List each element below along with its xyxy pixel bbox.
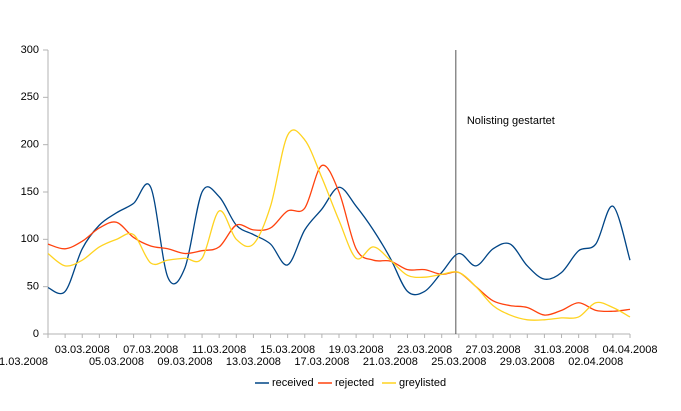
y-tick-label: 100 <box>21 233 39 245</box>
x-tick-label: 05.03.2008 <box>89 356 144 368</box>
x-tick-label: 01.03.2008 <box>0 356 48 368</box>
x-tick-label: 09.03.2008 <box>157 356 212 368</box>
x-tick-label: 04.04.2008 <box>602 344 657 356</box>
x-tick-label: 03.03.2008 <box>55 344 110 356</box>
x-tick-label: 21.03.2008 <box>363 356 418 368</box>
y-tick-label: 150 <box>21 186 39 198</box>
x-tick-label: 17.03.2008 <box>294 356 349 368</box>
annotation: Nolisting gestartet <box>467 115 555 127</box>
x-tick-label: 19.03.2008 <box>329 344 384 356</box>
x-tick-label: 25.03.2008 <box>431 356 486 368</box>
x-tick-label: 23.03.2008 <box>397 344 452 356</box>
y-tick-label: 250 <box>21 91 39 103</box>
legend-label: rejected <box>335 377 374 389</box>
x-tick-label: 11.03.2008 <box>192 344 246 356</box>
legend-label: greylisted <box>399 377 446 389</box>
x-tick-label: 02.04.2008 <box>568 356 623 368</box>
x-tick-label: 13.03.2008 <box>226 356 281 368</box>
x-tick-label: 15.03.2008 <box>260 344 315 356</box>
legend-label: received <box>272 377 314 389</box>
series-line <box>47 129 631 321</box>
y-tick-label: 200 <box>21 139 39 151</box>
x-tick-label: 29.03.2008 <box>500 356 555 368</box>
y-tick-label: 0 <box>33 328 39 340</box>
y-tick-label: 300 <box>21 44 39 56</box>
series-line <box>47 164 631 316</box>
x-tick-label: 31.03.2008 <box>534 344 589 356</box>
x-tick-label: 07.03.2008 <box>123 344 178 356</box>
y-tick-label: 50 <box>27 281 39 293</box>
x-tick-label: 27.03.2008 <box>466 344 521 356</box>
